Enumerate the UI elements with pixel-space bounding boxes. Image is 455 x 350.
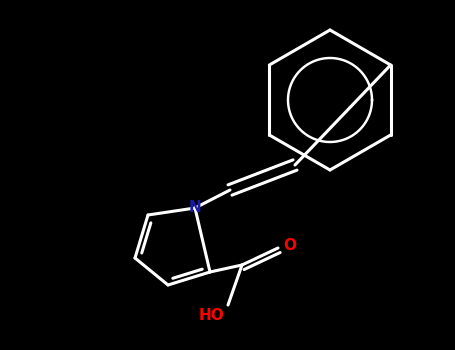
Text: HO: HO [199, 308, 225, 322]
Text: O: O [283, 238, 297, 253]
Text: N: N [189, 201, 202, 216]
